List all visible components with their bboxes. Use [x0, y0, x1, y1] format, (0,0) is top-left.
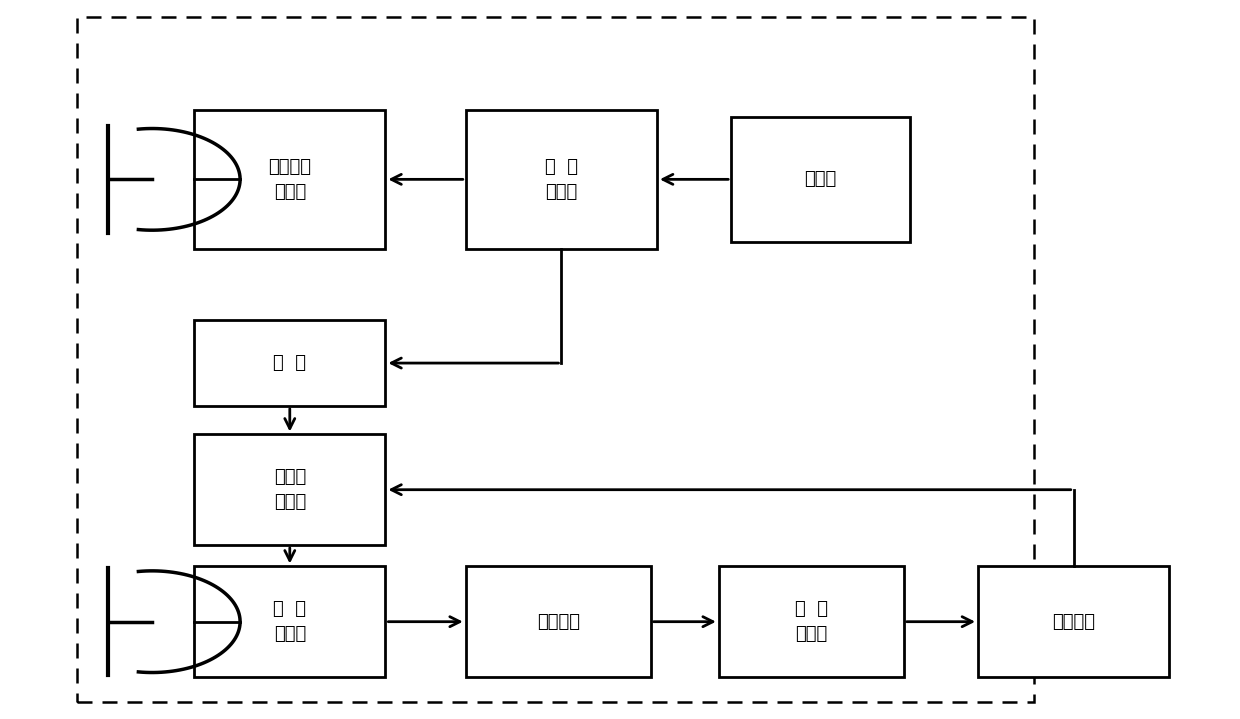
Bar — [466, 567, 651, 677]
Bar — [719, 567, 904, 677]
Text: 取  样
积分器: 取 样 积分器 — [273, 600, 306, 644]
Text: 放大滤波: 放大滤波 — [537, 613, 580, 631]
Bar — [732, 117, 910, 242]
Bar — [195, 567, 386, 677]
Text: 编码器: 编码器 — [805, 170, 837, 188]
Text: 电磁脉冲
发生器: 电磁脉冲 发生器 — [268, 158, 311, 201]
Text: 高  速
采集卡: 高 速 采集卡 — [795, 600, 828, 644]
Text: 距离门
产生器: 距离门 产生器 — [274, 468, 306, 511]
Text: 延  时: 延 时 — [273, 354, 306, 372]
Text: 脉  冲
振荡器: 脉 冲 振荡器 — [544, 158, 578, 201]
Bar — [466, 110, 657, 249]
Bar — [195, 110, 386, 249]
Text: 计算单元: 计算单元 — [1053, 613, 1095, 631]
Bar — [978, 567, 1169, 677]
Bar — [195, 320, 386, 406]
Bar — [77, 17, 1033, 702]
Bar — [195, 434, 386, 545]
